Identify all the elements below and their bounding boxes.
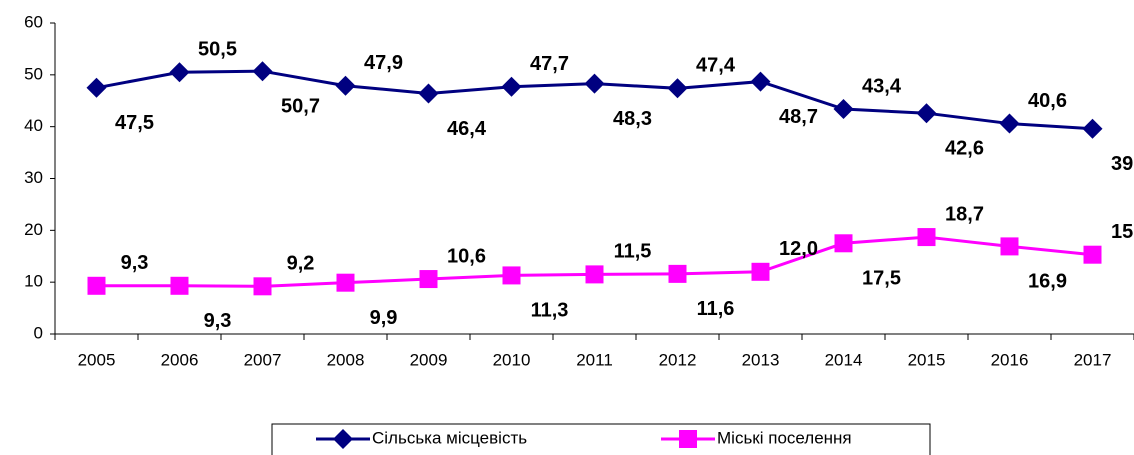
y-tick-label: 20: [24, 220, 43, 239]
legend-label: Міські поселення: [717, 428, 852, 447]
value-label: 16,9: [1028, 271, 1067, 293]
value-label: 42,6: [945, 137, 984, 159]
marker: [833, 99, 854, 120]
y-tick-label: 50: [24, 64, 43, 83]
marker: [418, 83, 439, 104]
legend-marker: [679, 430, 697, 448]
value-label: 47,9: [364, 52, 403, 74]
marker: [169, 62, 190, 83]
marker: [750, 71, 771, 92]
value-label: 48,3: [613, 108, 652, 130]
value-label: 48,7: [779, 106, 818, 128]
value-label: 50,7: [281, 95, 320, 117]
marker: [917, 228, 936, 247]
x-tick-label: 2016: [991, 350, 1029, 369]
value-label: 9,3: [121, 252, 149, 274]
marker: [336, 273, 355, 292]
marker: [502, 266, 521, 285]
x-tick-label: 2013: [742, 350, 780, 369]
marker: [252, 61, 273, 82]
legend-marker: [333, 429, 353, 449]
y-tick-label: 60: [24, 12, 43, 31]
value-label: 47,5: [115, 112, 154, 134]
marker: [1082, 118, 1103, 139]
value-label: 18,7: [945, 203, 984, 225]
value-label: 17,5: [862, 268, 901, 290]
marker: [999, 113, 1020, 134]
value-label: 47,4: [696, 55, 736, 77]
marker: [253, 277, 272, 296]
y-tick-label: 40: [24, 116, 43, 135]
value-label: 10,6: [447, 245, 486, 267]
x-tick-label: 2009: [410, 350, 448, 369]
x-tick-label: 2015: [908, 350, 946, 369]
value-label: 46,4: [447, 118, 487, 140]
x-tick-label: 2007: [244, 350, 282, 369]
marker: [1000, 237, 1019, 256]
legend-box: [271, 423, 931, 455]
x-tick-label: 2014: [825, 350, 863, 369]
marker: [834, 234, 853, 253]
value-label: 12,0: [779, 238, 818, 260]
marker: [751, 262, 770, 281]
marker: [170, 276, 189, 295]
x-tick-label: 2008: [327, 350, 365, 369]
value-label: 47,7: [530, 53, 569, 75]
value-label: 9,3: [204, 310, 232, 332]
y-tick-label: 30: [24, 168, 43, 187]
marker: [668, 264, 687, 283]
legend-label: Сільська місцевість: [372, 428, 527, 447]
value-label: 15,3: [1111, 221, 1134, 243]
marker: [419, 270, 438, 289]
marker: [584, 73, 605, 94]
marker: [585, 265, 604, 284]
value-label: 39,6: [1111, 153, 1134, 175]
x-tick-label: 2017: [1074, 350, 1112, 369]
x-tick-label: 2005: [78, 350, 116, 369]
y-tick-label: 10: [24, 272, 43, 291]
marker: [86, 77, 107, 98]
value-label: 11,6: [697, 298, 735, 320]
y-tick-label: 0: [34, 323, 43, 342]
x-tick-label: 2012: [659, 350, 697, 369]
x-tick-label: 2010: [493, 350, 531, 369]
value-label: 50,5: [198, 39, 237, 61]
value-label: 11,5: [614, 241, 652, 263]
marker: [335, 75, 356, 96]
marker: [916, 103, 937, 124]
value-label: 40,6: [1028, 90, 1067, 112]
x-tick-label: 2006: [161, 350, 199, 369]
value-label: 43,4: [862, 75, 902, 97]
marker: [501, 76, 522, 97]
marker: [1083, 245, 1102, 264]
value-label: 9,9: [370, 307, 398, 329]
marker: [667, 78, 688, 99]
x-tick-label: 2011: [576, 350, 613, 369]
value-label: 9,2: [287, 253, 315, 275]
marker: [87, 276, 106, 295]
value-label: 11,3: [531, 300, 569, 322]
